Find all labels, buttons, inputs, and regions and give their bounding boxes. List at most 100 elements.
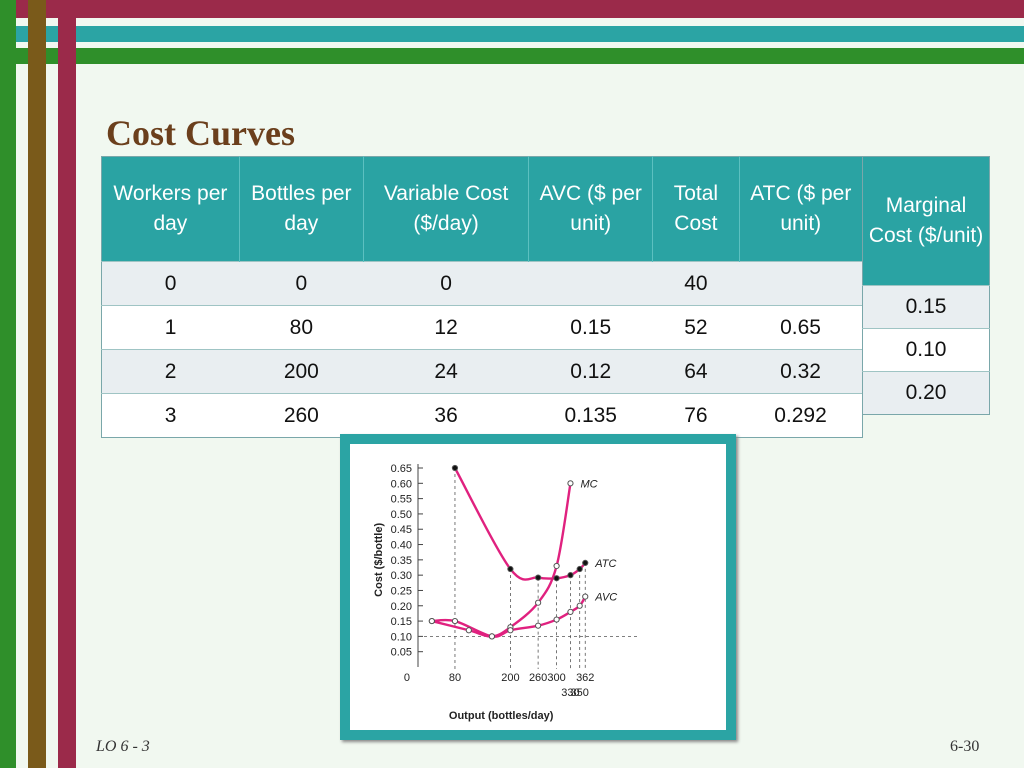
header-bottles: Bottles per day <box>239 156 364 262</box>
footer-learning-objective: LO 6 - 3 <box>96 738 150 755</box>
header-variable-cost: Variable Cost ($/day) <box>363 156 530 262</box>
table-header-row: Workers per day Bottles per day Variable… <box>101 156 863 262</box>
table-cell: 0.15 <box>862 285 990 329</box>
table-cell: 0.12 <box>528 349 653 394</box>
mc-curve <box>431 483 572 638</box>
y-tick-label: 0.20 <box>391 601 412 613</box>
table-cell: 12 <box>363 305 529 350</box>
y-tick-label: 0.55 <box>391 494 412 506</box>
atc-curve <box>453 467 587 581</box>
x-tick-label: 260 <box>529 672 547 684</box>
table-cell: 3 <box>101 393 240 438</box>
avc-point <box>553 616 560 623</box>
table-row: 1 80 12 0.15 52 0.65 <box>101 305 863 350</box>
table-cell: 0.135 <box>528 393 653 438</box>
avc-point <box>451 617 459 625</box>
mc-point <box>553 562 560 570</box>
avc-point <box>582 593 589 600</box>
table-row: 0.10 <box>862 328 990 372</box>
header-total-cost: Total Cost <box>652 156 740 262</box>
table-cell: 0.10 <box>862 328 990 372</box>
y-tick-label: 0.30 <box>391 570 412 582</box>
y-tick-label: 0.45 <box>391 524 412 536</box>
table-cell: 0.15 <box>528 305 653 350</box>
y-tick-label: 0.50 <box>391 509 412 521</box>
top-bar-red <box>0 0 1024 18</box>
chart-frame: 0.65 0.60 0.55 0.50 0.45 0.40 0.35 0.30 0.25 0.20… <box>340 434 736 740</box>
table-cell: 0 <box>363 261 529 306</box>
avc-point <box>535 622 542 629</box>
table-cell: 260 <box>239 393 364 438</box>
left-bar-red <box>58 0 76 768</box>
table-cell: 80 <box>239 305 364 350</box>
atc-series-label: ATC <box>594 558 616 570</box>
x-tick-label: 350 <box>571 687 589 699</box>
marginal-cost-table: Marginal Cost ($/unit) 0.15 0.10 0.20 <box>862 156 990 415</box>
table-cell: 0.32 <box>739 349 863 394</box>
top-bar-green <box>0 48 1024 64</box>
header-workers: Workers per day <box>101 156 240 262</box>
table-cell: 2 <box>101 349 240 394</box>
atc-point <box>451 464 459 472</box>
mc-series-label: MC <box>580 478 597 490</box>
x-origin-label: 0 <box>404 672 410 684</box>
top-bar-teal <box>0 26 1024 42</box>
avc-point <box>507 627 514 634</box>
x-tick-label: 362 <box>576 672 594 684</box>
table-cell: 24 <box>363 349 529 394</box>
y-tick-label: 0.25 <box>391 585 412 597</box>
atc-point <box>567 572 574 579</box>
table-row: 0.15 <box>862 285 990 329</box>
y-tick-label: 0.05 <box>391 647 412 659</box>
table-row: 3 260 36 0.135 76 0.292 <box>101 393 863 438</box>
table-cell <box>739 261 863 306</box>
page-title: Cost Curves <box>106 113 295 153</box>
x-tick-label: 80 <box>449 672 461 684</box>
y-tick-label: 0.35 <box>391 555 412 567</box>
cost-table: Workers per day Bottles per day Variable… <box>101 156 863 438</box>
atc-point <box>535 574 542 581</box>
x-tick-label: 330 <box>561 687 579 699</box>
y-tick-label: 0.10 <box>391 631 412 643</box>
y-tick-label: 0.15 <box>391 616 412 628</box>
table-cell: 0 <box>101 261 240 306</box>
avc-point <box>567 608 574 615</box>
table-cell: 0.292 <box>739 393 863 438</box>
avc-series-label: AVC <box>594 592 617 604</box>
y-tick-label: 0.40 <box>391 540 412 552</box>
header-atc: ATC ($ per unit) <box>739 156 863 262</box>
y-axis-label: Cost ($/bottle) <box>373 523 385 597</box>
table-cell: 64 <box>652 349 740 394</box>
table-cell: 36 <box>363 393 529 438</box>
avc-point <box>576 602 583 609</box>
atc-point <box>507 565 514 573</box>
table-row: 0 0 0 40 <box>101 261 863 306</box>
cost-curves-chart: 0.65 0.60 0.55 0.50 0.45 0.40 0.35 0.30 0.25 0.20… <box>373 463 640 722</box>
table-cell: 0.20 <box>862 371 990 415</box>
table-cell: 200 <box>239 349 364 394</box>
atc-point <box>576 565 583 573</box>
table-cell: 52 <box>652 305 740 350</box>
x-tick-label: 300 <box>547 672 565 684</box>
left-bar-brown <box>28 0 46 768</box>
y-tick-label: 0.60 <box>391 478 412 490</box>
atc-point <box>553 575 560 582</box>
atc-point <box>582 559 589 567</box>
footer-slide-number: 6-30 <box>950 738 980 755</box>
table-cell: 1 <box>101 305 240 350</box>
mc-point <box>465 627 472 634</box>
avc-point <box>428 617 435 625</box>
table-cell: 0 <box>239 261 364 306</box>
table-row: 2 200 24 0.12 64 0.32 <box>101 349 863 394</box>
table-cell: 76 <box>652 393 740 438</box>
table-row: 0.20 <box>862 371 990 415</box>
x-tick-label: 200 <box>501 672 519 684</box>
mc-point <box>535 599 542 606</box>
y-tick-label: 0.65 <box>391 463 412 475</box>
chart-panel: 0.65 0.60 0.55 0.50 0.45 0.40 0.35 0.30 0.25 0.20… <box>350 444 726 730</box>
table-cell: 40 <box>652 261 740 306</box>
header-avc: AVC ($ per unit) <box>528 156 654 262</box>
left-bar-green <box>0 0 16 768</box>
table-cell <box>528 261 653 306</box>
mc-point <box>567 480 574 487</box>
